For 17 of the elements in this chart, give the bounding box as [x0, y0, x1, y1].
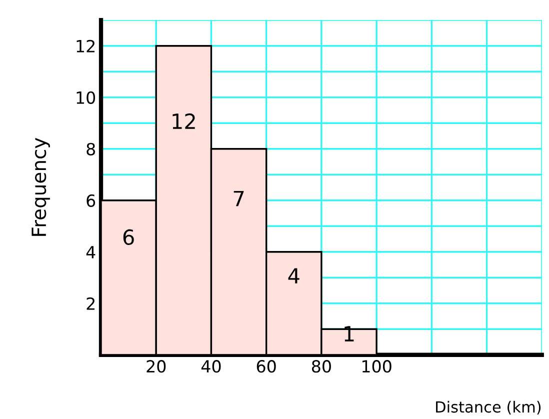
y-tick-label: 4 [86, 246, 96, 258]
x-axis-title: Distance (km) [436, 400, 541, 415]
x-tick-label: 80 [312, 360, 331, 373]
y-tick-label: 2 [86, 297, 94, 310]
y-tick-label: 6 [86, 194, 96, 207]
x-tick-label: 20 [146, 360, 166, 373]
data-label: 12 [172, 113, 195, 129]
annotation: 7 [234, 190, 244, 206]
y-tick-label: 12 [76, 40, 94, 52]
y-axis-title: Frequency [32, 138, 50, 236]
data-label: 6 [123, 229, 134, 246]
x-tick-label: 100 [362, 360, 392, 373]
x-tick-label: 40 [201, 360, 221, 373]
y-tick-label: 10 [76, 91, 96, 104]
data-label: 4 [288, 268, 300, 284]
x-tick-label: 60 [256, 360, 276, 373]
y-tick-label: 8 [86, 142, 96, 156]
